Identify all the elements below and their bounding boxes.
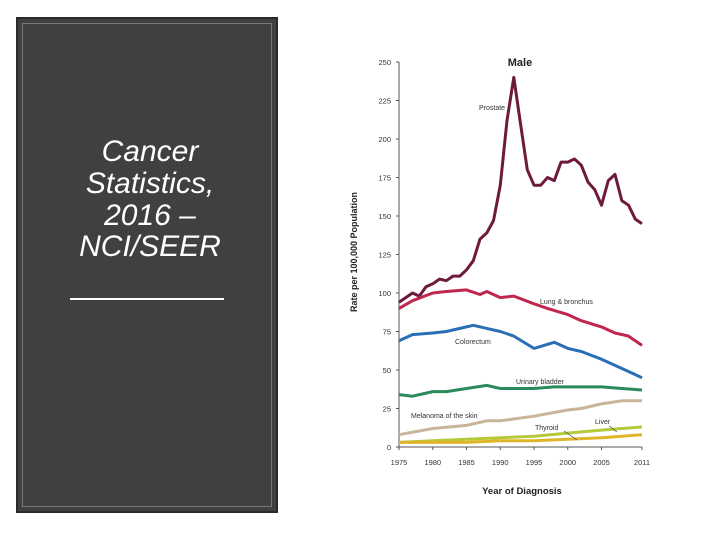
x-tick-label: 1990	[492, 458, 509, 467]
y-tick-label: 175	[378, 174, 391, 183]
y-tick-label: 100	[378, 289, 391, 298]
y-axis-label: Rate per 100,000 Population	[349, 192, 359, 312]
y-tick-label: 0	[387, 443, 391, 452]
series-line-liver	[398, 425, 643, 444]
x-tick-label: 2000	[559, 458, 576, 467]
series-line-urinary-bladder	[398, 383, 643, 398]
x-tick-label: 2005	[593, 458, 610, 467]
label-lung-bronchus: Lung & bronchus	[540, 299, 593, 306]
y-tick-label: 75	[383, 328, 391, 337]
series-line-melanoma-of-the-skin	[398, 399, 642, 437]
series-line-colorectum	[398, 323, 643, 380]
x-tick-label: 2011	[634, 458, 650, 467]
y-tick-label: 25	[383, 405, 391, 414]
y-tick-label: 150	[378, 212, 391, 221]
title-line-4: NCI/SEER	[79, 230, 221, 264]
liver-leader-line	[608, 425, 618, 433]
x-tick-label: 1995	[526, 458, 543, 467]
series-line-prostate	[398, 75, 643, 304]
y-tick-label: 250	[378, 58, 391, 67]
title-underline	[70, 298, 224, 300]
series-line-lung-bronchus	[398, 288, 643, 347]
label-thyroid: Thyroid	[535, 425, 558, 432]
y-tick-label: 50	[383, 366, 391, 375]
x-tick-label: 1980	[424, 458, 441, 467]
title-line-3: 2016 –	[104, 198, 196, 232]
y-tick-label: 225	[378, 97, 391, 106]
y-tick-label: 125	[378, 251, 391, 260]
title-line-1: Cancer	[101, 135, 199, 168]
x-axis-label: Year of Diagnosis	[482, 486, 562, 497]
title-panel	[16, 17, 278, 513]
label-prostate: Prostate	[479, 105, 505, 112]
series-line-thyroid	[399, 433, 643, 444]
title-line-2: Statistics,	[85, 166, 215, 200]
label-urinary-bladder: Urinary bladder	[516, 379, 565, 386]
y-tick-label: 200	[378, 135, 391, 144]
panel-frame	[22, 23, 272, 507]
series-layer	[398, 75, 643, 444]
x-tick-label: 1975	[391, 458, 408, 467]
label-colorectum: Colorectum	[455, 339, 491, 346]
label-melanoma: Melanoma of the skin	[411, 413, 478, 420]
thyroid-leader-line	[563, 430, 578, 441]
label-liver: Liver	[595, 419, 611, 426]
chart-title: Male	[508, 57, 532, 69]
slide-title: Cancer Statistics, 2016 – NCI/SEER	[40, 136, 260, 263]
x-tick-label: 1985	[458, 458, 475, 467]
